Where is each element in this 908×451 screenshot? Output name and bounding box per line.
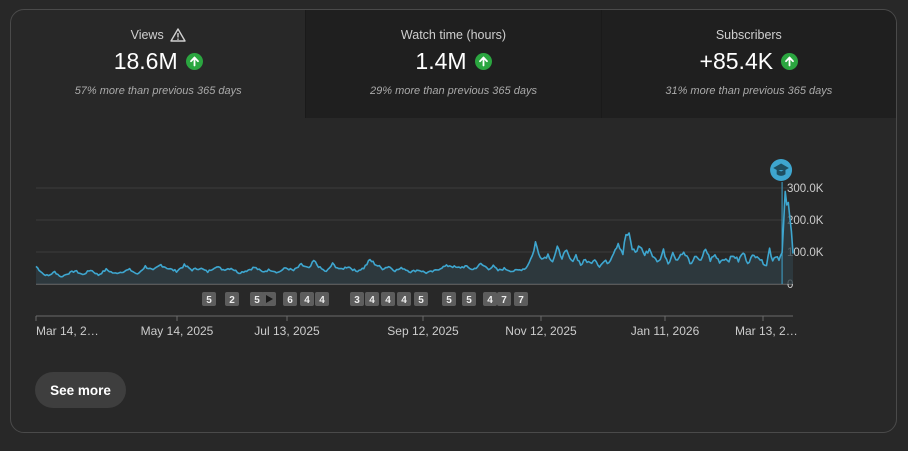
y-tick-label: 0 xyxy=(787,279,793,291)
y-tick-label: 200.0K xyxy=(787,215,824,227)
analytics-card: Views 18.6M 57% more than previous 365 d… xyxy=(10,9,897,433)
see-more-button[interactable]: See more xyxy=(35,372,126,408)
annotation-marker[interactable] xyxy=(315,292,329,306)
annotation-marker[interactable] xyxy=(202,292,216,306)
graduation-cap-glyph xyxy=(773,163,789,176)
warning-icon[interactable] xyxy=(170,28,186,42)
series-area xyxy=(36,191,793,284)
annotation-label: 4 xyxy=(385,295,391,306)
annotation-marker[interactable] xyxy=(365,292,379,306)
annotation-marker[interactable] xyxy=(225,292,239,306)
x-tick-label: Sep 12, 2025 xyxy=(387,324,459,338)
arrow-up-icon xyxy=(781,53,799,70)
annotation-label: 6 xyxy=(287,295,293,306)
metric-value: 18.6M xyxy=(113,48,178,74)
annotation-label: 2 xyxy=(229,295,235,306)
play-icon xyxy=(266,295,273,303)
annotation-label: 4 xyxy=(304,295,310,306)
annotation-label: 5 xyxy=(418,295,424,306)
metric-watch-time[interactable]: Watch time (hours) 1.4M 29% more than pr… xyxy=(305,10,601,118)
metric-value: +85.4K xyxy=(699,48,774,74)
metric-subscribers[interactable]: Subscribers +85.4K 31% more than previou… xyxy=(600,10,896,118)
y-tick-label: 100.0K xyxy=(787,247,824,259)
metric-change: 57% more than previous 365 days xyxy=(74,85,242,97)
annotation-label: 4 xyxy=(319,295,325,306)
annotation-marker[interactable] xyxy=(350,292,364,306)
y-tick-label: 300.0K xyxy=(787,183,824,195)
x-tick-label: Mar 14, 2… xyxy=(36,324,99,338)
annotation-marker[interactable] xyxy=(442,292,456,306)
metric-title: Watch time (hours) xyxy=(400,28,507,42)
annotation-marker[interactable] xyxy=(497,292,511,306)
annotation-label: 5 xyxy=(254,295,260,306)
x-tick-label: Nov 12, 2025 xyxy=(505,324,577,338)
metric-views[interactable]: Views 18.6M 57% more than previous 365 d… xyxy=(11,10,305,118)
metric-change: 31% more than previous 365 days xyxy=(665,85,833,97)
annotation-marker[interactable] xyxy=(483,292,497,306)
metric-change: 29% more than previous 365 days xyxy=(370,85,537,97)
series-line[interactable] xyxy=(35,190,794,278)
annotation-marker[interactable] xyxy=(300,292,314,306)
annotation-label: 7 xyxy=(518,295,524,306)
annotation-marker[interactable] xyxy=(381,292,395,306)
metric-value: 1.4M xyxy=(415,48,467,74)
x-tick-label: May 14, 2025 xyxy=(141,324,214,338)
x-tick-label: Mar 13, 2… xyxy=(735,324,798,338)
annotation-label: 5 xyxy=(206,295,212,306)
annotation-label: 5 xyxy=(466,295,472,306)
metrics-row: Views 18.6M 57% more than previous 365 d… xyxy=(11,10,896,118)
annotation-label: 4 xyxy=(487,295,493,306)
x-tick-label: Jul 13, 2025 xyxy=(254,324,320,338)
annotation-marker[interactable] xyxy=(462,292,476,306)
annotation-label: 3 xyxy=(354,295,360,306)
metric-title: Views xyxy=(130,28,164,42)
annotation-marker[interactable] xyxy=(397,292,411,306)
annotation-marker[interactable] xyxy=(414,292,428,306)
annotation-label: 4 xyxy=(369,295,375,306)
arrow-up-icon xyxy=(474,53,492,70)
annotation-label: 5 xyxy=(446,295,452,306)
annotation-marker[interactable] xyxy=(514,292,528,306)
x-tick-label: Jan 11, 2026 xyxy=(631,324,700,338)
metric-title: Subscribers xyxy=(715,28,782,42)
arrow-up-icon xyxy=(185,53,203,70)
annotation-marker[interactable] xyxy=(283,292,297,306)
annotation-label: 4 xyxy=(401,295,407,306)
annotation-label: 7 xyxy=(501,295,507,306)
annotation-marker[interactable] xyxy=(250,292,264,306)
